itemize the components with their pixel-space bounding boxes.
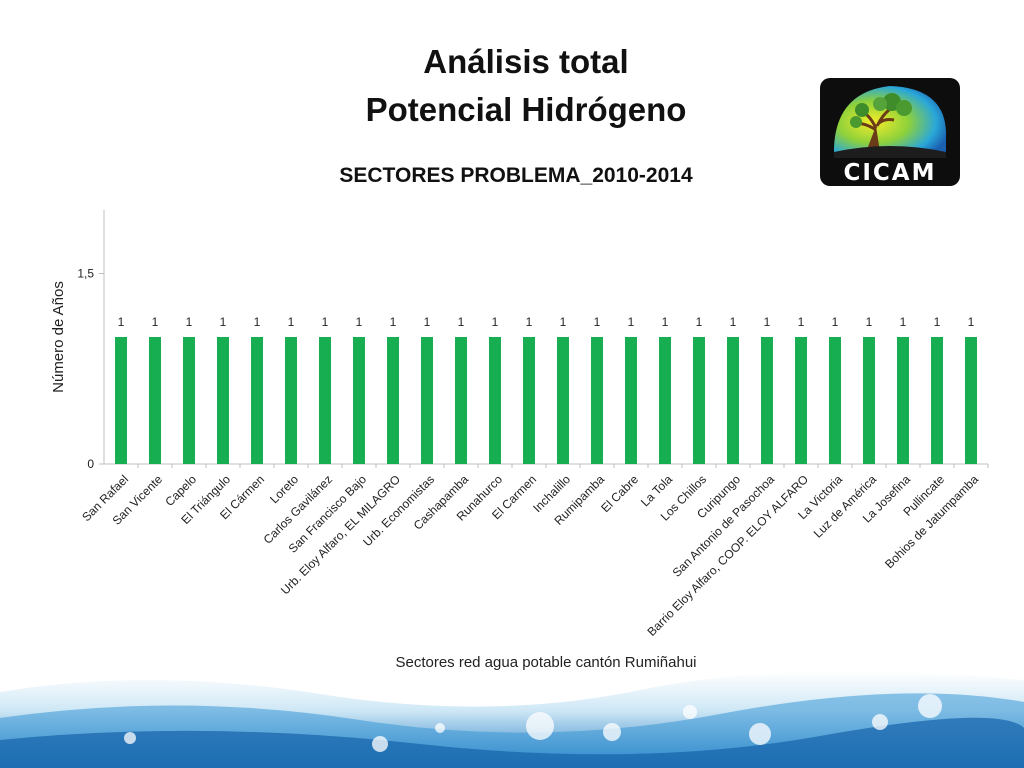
data-label: 1 (798, 315, 805, 329)
data-label: 1 (390, 315, 397, 329)
data-label: 1 (458, 315, 465, 329)
bar (489, 337, 501, 464)
bar (659, 337, 671, 464)
data-label: 1 (492, 315, 499, 329)
y-tick-label: 0 (87, 457, 94, 471)
bar (319, 337, 331, 464)
x-axis-label: Sectores red agua potable cantón Rumiñah… (395, 654, 696, 671)
chart-axes (99, 210, 989, 468)
bar (591, 337, 603, 464)
x-tick-label: El Cabre (598, 472, 641, 515)
data-label: 1 (560, 315, 567, 329)
data-label: 1 (254, 315, 261, 329)
bar (285, 337, 297, 464)
data-label: 1 (220, 315, 227, 329)
data-label: 1 (730, 315, 737, 329)
chart-title: SECTORES PROBLEMA_2010-2014 (339, 164, 693, 187)
y-tick-label: 1,5 (77, 267, 94, 281)
data-label: 1 (900, 315, 907, 329)
bar (149, 337, 161, 464)
data-label: 1 (696, 315, 703, 329)
bar (217, 337, 229, 464)
bar (421, 337, 433, 464)
y-axis-label: Número de Años (50, 281, 67, 393)
bar (829, 337, 841, 464)
data-label: 1 (968, 315, 975, 329)
data-label: 1 (832, 315, 839, 329)
data-label: 1 (866, 315, 873, 329)
bar (251, 337, 263, 464)
data-label: 1 (322, 315, 329, 329)
bar (727, 337, 739, 464)
bar (693, 337, 705, 464)
bar (625, 337, 637, 464)
data-label: 1 (288, 315, 295, 329)
bar (387, 337, 399, 464)
data-label: 1 (152, 315, 159, 329)
data-label: 1 (594, 315, 601, 329)
bar (183, 337, 195, 464)
data-label: 1 (118, 315, 125, 329)
data-labels-group: 1 1 1 1 1 1 1 1 1 1 1 1 1 1 1 1 1 1 1 1 1 1 1 1 1 1 (118, 315, 975, 329)
bars-group (115, 337, 977, 464)
data-label: 1 (356, 315, 363, 329)
bar (557, 337, 569, 464)
data-label: 1 (934, 315, 941, 329)
bar (455, 337, 467, 464)
slide-title-line2: Potencial Hidrógeno (365, 91, 687, 128)
bar (523, 337, 535, 464)
bar (115, 337, 127, 464)
data-label: 1 (764, 315, 771, 329)
cicam-tree-emblem (834, 86, 947, 158)
data-label: 1 (424, 315, 431, 329)
water-wave-decoration (0, 671, 1024, 768)
data-label: 1 (628, 315, 635, 329)
y-tick-labels-group: 01,5 (77, 267, 94, 472)
bar (761, 337, 773, 464)
bar (353, 337, 365, 464)
bar-chart: 1 1 1 1 1 1 1 1 1 1 1 1 1 1 1 1 1 1 1 1 1 1 1 1 1 1 San RafaelSan… (50, 210, 989, 671)
bar (897, 337, 909, 464)
data-label: 1 (662, 315, 669, 329)
bar (863, 337, 875, 464)
data-label: 1 (526, 315, 533, 329)
data-label: 1 (186, 315, 193, 329)
slide-title-line1: Análisis total (423, 43, 629, 80)
cicam-logo: CICAM (820, 78, 960, 186)
bar (795, 337, 807, 464)
bar (965, 337, 977, 464)
bar (931, 337, 943, 464)
logo-text: CICAM (843, 160, 937, 186)
